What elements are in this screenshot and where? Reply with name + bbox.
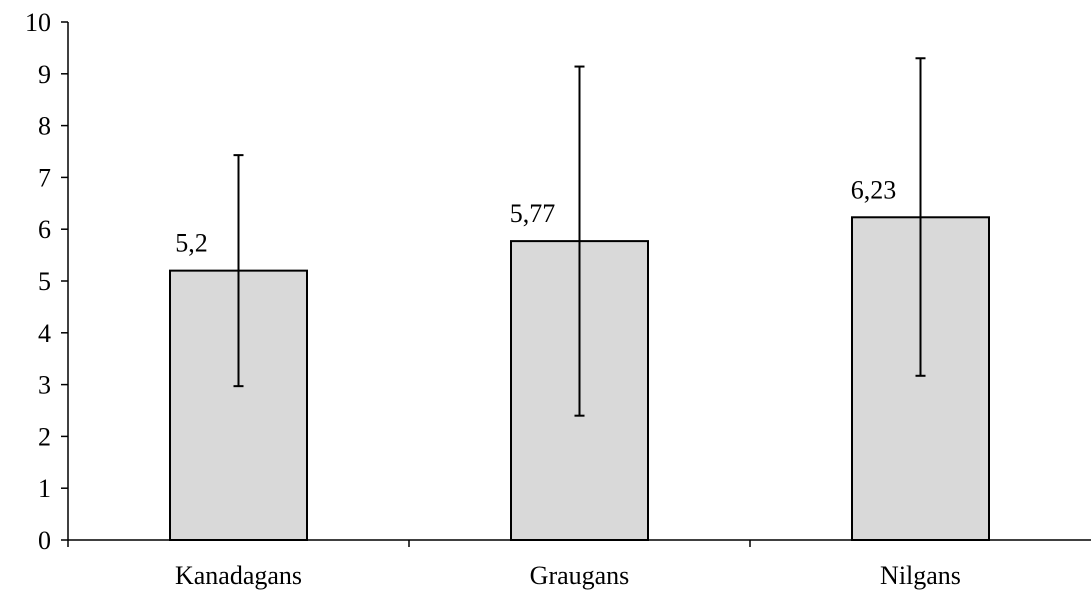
data-label: 5,77 [510, 199, 556, 228]
error-bars [233, 57, 926, 417]
y-tick-label: 4 [38, 319, 51, 348]
y-tick-label: 7 [38, 163, 51, 192]
bar-nilgans [851, 216, 990, 541]
x-category-label: Kanadagans [175, 561, 302, 590]
x-category-label: Nilgans [880, 561, 961, 590]
x-axis: Kanadagans Graugans Nilgans [67, 539, 1091, 590]
data-label: 5,2 [175, 229, 208, 258]
data-label: 6,23 [851, 175, 897, 204]
y-tick-label: 0 [38, 526, 51, 555]
y-tick-label: 3 [38, 371, 51, 400]
y-tick-label: 2 [38, 422, 51, 451]
data-labels: 5,2 5,77 6,23 [175, 175, 896, 257]
y-tick-label: 9 [38, 60, 51, 89]
y-tick-label: 1 [38, 474, 51, 503]
y-tick-label: 10 [25, 8, 51, 37]
y-tick-label: 5 [38, 267, 51, 296]
y-tick-label: 6 [38, 215, 51, 244]
y-tick-label: 8 [38, 112, 51, 141]
x-category-label: Graugans [530, 561, 630, 590]
y-axis: 0 1 2 3 4 5 6 7 8 9 10 [25, 8, 69, 555]
